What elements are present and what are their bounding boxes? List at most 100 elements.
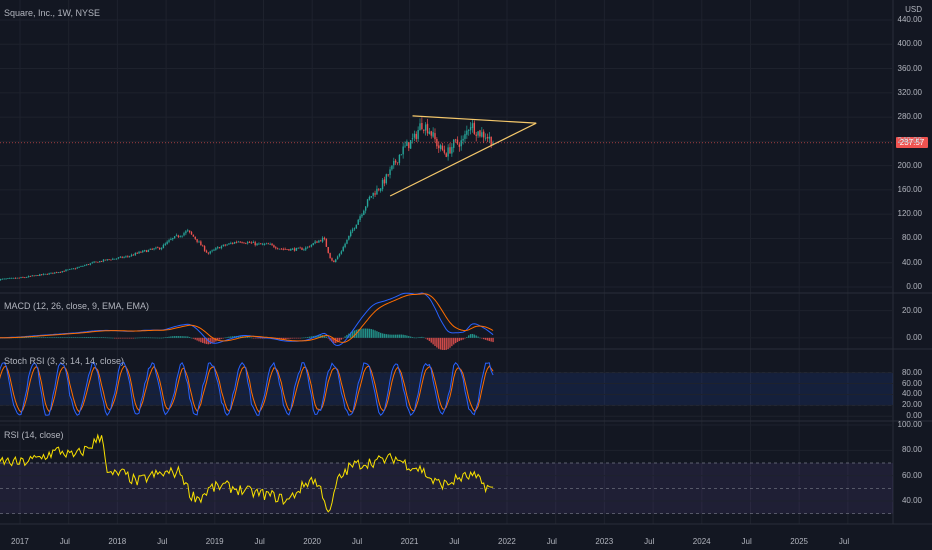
candle-body: [473, 122, 476, 134]
macd-histogram-bar: [436, 337, 438, 348]
candle-body: [295, 247, 298, 251]
candle-body: [138, 251, 140, 254]
macd-histogram-bar: [50, 337, 52, 338]
candle-body: [181, 235, 183, 237]
macd-histogram-bar: [396, 334, 399, 338]
macd-histogram-bar: [22, 337, 24, 339]
candle-body: [432, 132, 434, 137]
macd-histogram-bar: [338, 337, 341, 342]
macd-histogram-bar: [91, 337, 93, 338]
macd-histogram-bar: [486, 337, 489, 341]
x-tick-label: Jul: [741, 537, 752, 546]
macd-histogram-bar: [479, 337, 481, 339]
macd-histogram-bar: [248, 337, 251, 338]
candle-body: [321, 237, 324, 242]
candle-body: [350, 231, 352, 237]
candle-body: [438, 145, 440, 149]
price-tick-label: 400.00: [897, 39, 922, 49]
macd-histogram-bar: [464, 337, 466, 339]
macd-histogram-bar: [149, 337, 151, 339]
macd-histogram-bar: [147, 337, 150, 339]
candle-body: [250, 242, 253, 244]
candle-body: [18, 277, 20, 279]
candle-body: [409, 140, 412, 149]
candle-body: [173, 236, 176, 239]
macd-histogram-bar: [364, 328, 367, 338]
candle-body: [232, 243, 234, 244]
candle-body: [25, 277, 28, 278]
macd-histogram-bar: [471, 333, 474, 338]
candle-body: [486, 136, 489, 139]
macd-histogram-bar: [151, 337, 153, 339]
candle-body: [65, 269, 67, 272]
macd-histogram-bar: [121, 337, 123, 339]
candle-body: [370, 196, 373, 198]
macd-histogram-bar: [179, 336, 181, 338]
candle-body: [329, 253, 331, 259]
candle-body: [46, 273, 48, 275]
candle-body: [359, 216, 361, 220]
macd-histogram-bar: [245, 336, 247, 338]
candle-body: [389, 169, 391, 175]
candle-body: [353, 228, 356, 230]
candle-body: [488, 136, 491, 139]
candle-body: [462, 138, 464, 141]
price-tick-label: 320.00: [897, 87, 922, 97]
candle-body: [239, 241, 241, 243]
candle-body: [33, 275, 35, 277]
x-tick-label: 2017: [11, 537, 29, 546]
macd-histogram-bar: [256, 337, 258, 339]
macd-histogram-bar: [228, 336, 230, 338]
macd-histogram-bar: [447, 337, 449, 350]
macd-histogram-bar: [158, 337, 161, 339]
candle-body: [110, 259, 112, 261]
candle-body: [402, 146, 404, 155]
macd-histogram-bar: [82, 337, 84, 338]
macd-histogram-bar: [438, 337, 440, 349]
macd-histogram-bar: [258, 337, 260, 339]
price-tick-label: 360.00: [897, 63, 922, 73]
candle-body: [14, 277, 17, 279]
candle-body: [333, 260, 335, 263]
candle-body: [185, 231, 187, 234]
macd-histogram-bar: [40, 337, 43, 338]
macd-histogram-bar: [203, 337, 206, 344]
macd-histogram-bar: [177, 336, 180, 338]
macd-histogram-bar: [361, 328, 363, 338]
candle-body: [301, 248, 303, 250]
price-tick-label: 40.00: [901, 257, 922, 267]
candle-body: [164, 243, 166, 245]
price-tick-label: 0.00: [906, 282, 922, 291]
candle-body: [256, 243, 258, 246]
candle-body: [387, 174, 389, 176]
macd-histogram-bar: [415, 337, 417, 339]
candle-body: [368, 196, 371, 200]
macd-histogram-bar: [402, 334, 404, 338]
candle-body: [426, 123, 429, 134]
candle-body: [127, 256, 129, 258]
macd-histogram-bar: [308, 336, 311, 338]
candle-body: [7, 278, 9, 279]
candle-body: [100, 261, 103, 262]
candle-body: [424, 124, 427, 131]
candle-body: [312, 243, 314, 246]
macd-tick-label: 20.00: [901, 305, 922, 315]
macd-histogram-bar: [237, 335, 240, 338]
candle-body: [364, 206, 367, 211]
candle-body: [398, 154, 401, 163]
macd-histogram-bar: [125, 337, 127, 339]
macd-histogram-bar: [280, 337, 283, 340]
candle-body: [320, 240, 322, 242]
candle-body: [246, 242, 249, 244]
macd-histogram-bar: [78, 337, 80, 338]
x-tick-label: Jul: [351, 537, 363, 546]
macd-histogram-bar: [443, 337, 446, 351]
macd-histogram-bar: [31, 337, 33, 338]
candle-body: [325, 238, 328, 247]
candle-body: [366, 199, 369, 207]
candle-body: [24, 277, 26, 279]
candle-body: [125, 256, 127, 258]
price-tick-label: 440.00: [897, 15, 922, 24]
candle-body: [243, 242, 245, 244]
